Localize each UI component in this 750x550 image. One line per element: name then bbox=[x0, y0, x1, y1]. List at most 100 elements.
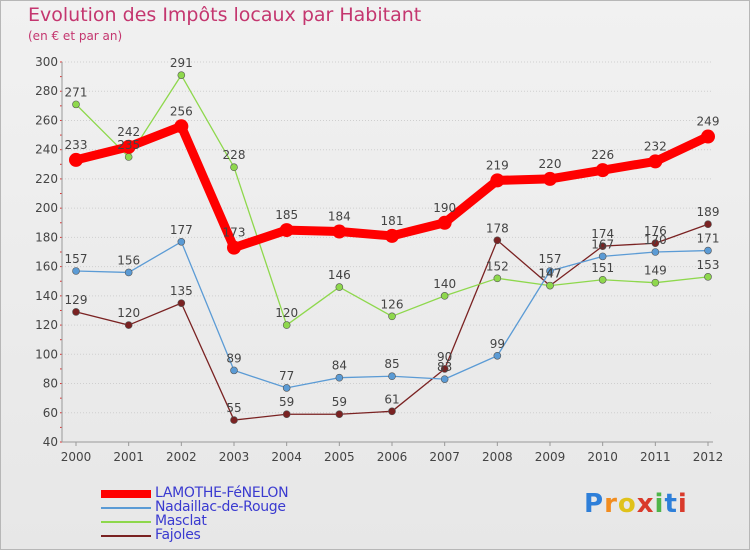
data-point bbox=[651, 248, 660, 256]
data-point bbox=[230, 416, 238, 424]
data-point bbox=[124, 321, 133, 329]
data-point bbox=[595, 163, 610, 178]
data-label: 176 bbox=[644, 224, 667, 238]
legend-swatch bbox=[101, 490, 151, 498]
data-label: 249 bbox=[697, 115, 720, 129]
data-point bbox=[335, 373, 344, 382]
data-label: 232 bbox=[644, 139, 667, 153]
data-label: 55 bbox=[226, 401, 241, 415]
data-label: 235 bbox=[117, 138, 140, 152]
logo-letter: P bbox=[584, 489, 605, 519]
data-label: 152 bbox=[486, 259, 509, 273]
legend-label: Fajoles bbox=[155, 527, 201, 543]
data-label: 149 bbox=[644, 264, 667, 278]
data-point bbox=[651, 278, 660, 287]
x-tick-label: 2005 bbox=[324, 450, 355, 464]
data-label: 189 bbox=[697, 205, 720, 219]
x-tick-label: 2000 bbox=[61, 450, 92, 464]
data-point bbox=[335, 410, 344, 419]
data-label: 59 bbox=[332, 395, 347, 409]
data-point bbox=[598, 252, 607, 261]
data-label: 83 bbox=[437, 360, 452, 374]
y-tick-label: 280 bbox=[35, 84, 58, 98]
data-label: 59 bbox=[279, 395, 294, 409]
data-label: 170 bbox=[644, 233, 667, 247]
data-point bbox=[546, 281, 554, 290]
data-label: 120 bbox=[275, 306, 298, 320]
chart-title: Evolution des Impôts locaux par Habitant bbox=[28, 4, 422, 26]
x-tick-label: 2008 bbox=[482, 450, 513, 464]
data-label: 157 bbox=[539, 252, 562, 266]
x-tick-label: 2002 bbox=[166, 450, 197, 464]
data-label: 220 bbox=[539, 157, 562, 171]
data-label: 147 bbox=[539, 267, 562, 281]
data-label: 181 bbox=[381, 214, 404, 228]
data-label: 178 bbox=[486, 221, 509, 235]
x-tick-label: 2004 bbox=[271, 450, 302, 464]
data-point bbox=[335, 283, 344, 291]
data-point bbox=[174, 119, 189, 134]
data-point bbox=[72, 100, 80, 109]
y-tick-label: 80 bbox=[43, 377, 58, 391]
x-tick-label: 2009 bbox=[535, 450, 566, 464]
data-point bbox=[177, 71, 186, 79]
data-point bbox=[69, 152, 83, 167]
data-point bbox=[124, 268, 133, 277]
data-point bbox=[437, 215, 452, 230]
data-point bbox=[279, 223, 294, 238]
data-label: 85 bbox=[384, 357, 399, 371]
data-point bbox=[493, 351, 502, 360]
x-tick-label: 2007 bbox=[429, 450, 460, 464]
data-point bbox=[598, 242, 607, 250]
data-point bbox=[230, 366, 238, 375]
legend-item: LAMOTHE-FéNELON bbox=[101, 485, 401, 501]
data-label: 153 bbox=[697, 258, 720, 272]
data-label: 177 bbox=[170, 223, 193, 237]
data-point bbox=[385, 228, 399, 243]
data-point bbox=[124, 153, 133, 161]
data-point bbox=[72, 267, 80, 275]
data-point bbox=[493, 236, 502, 245]
data-point bbox=[388, 312, 396, 321]
data-label: 171 bbox=[697, 232, 720, 246]
data-point bbox=[543, 171, 557, 186]
data-point bbox=[227, 240, 241, 255]
legend-item: Masclat bbox=[101, 513, 401, 529]
data-label: 256 bbox=[170, 104, 193, 118]
data-label: 90 bbox=[437, 350, 452, 364]
y-tick-label: 260 bbox=[35, 113, 58, 127]
data-label: 156 bbox=[117, 253, 140, 267]
data-point bbox=[177, 299, 186, 307]
data-label: 185 bbox=[275, 208, 298, 222]
legend-item: Fajoles bbox=[101, 527, 401, 543]
data-label: 167 bbox=[591, 237, 614, 251]
data-point bbox=[651, 239, 660, 248]
x-tick-label: 2003 bbox=[219, 450, 250, 464]
legend-label: LAMOTHE-FéNELON bbox=[155, 485, 289, 501]
logo-letter: i bbox=[654, 489, 665, 519]
data-point bbox=[440, 365, 449, 373]
legend-label: Masclat bbox=[155, 513, 207, 529]
data-point bbox=[701, 129, 715, 144]
data-point bbox=[332, 224, 347, 239]
data-point bbox=[704, 246, 712, 255]
data-label: 120 bbox=[117, 306, 140, 320]
data-point bbox=[282, 410, 291, 419]
data-point bbox=[648, 154, 663, 169]
y-tick-label: 300 bbox=[35, 55, 58, 69]
data-point bbox=[282, 384, 291, 392]
logo-letter: o bbox=[617, 489, 637, 519]
legend-item: Nadaillac-de-Rouge bbox=[101, 499, 401, 515]
data-point bbox=[598, 275, 607, 284]
y-tick-label: 60 bbox=[43, 406, 58, 420]
x-tick-label: 2001 bbox=[113, 450, 144, 464]
data-label: 242 bbox=[117, 125, 140, 139]
data-label: 147 bbox=[539, 267, 562, 281]
legend-swatch bbox=[101, 507, 151, 509]
x-tick-label: 2011 bbox=[640, 450, 671, 464]
series-line bbox=[75, 223, 709, 421]
data-label: 184 bbox=[328, 210, 351, 224]
x-tick-label: 2006 bbox=[377, 450, 408, 464]
y-tick-label: 120 bbox=[35, 318, 58, 332]
